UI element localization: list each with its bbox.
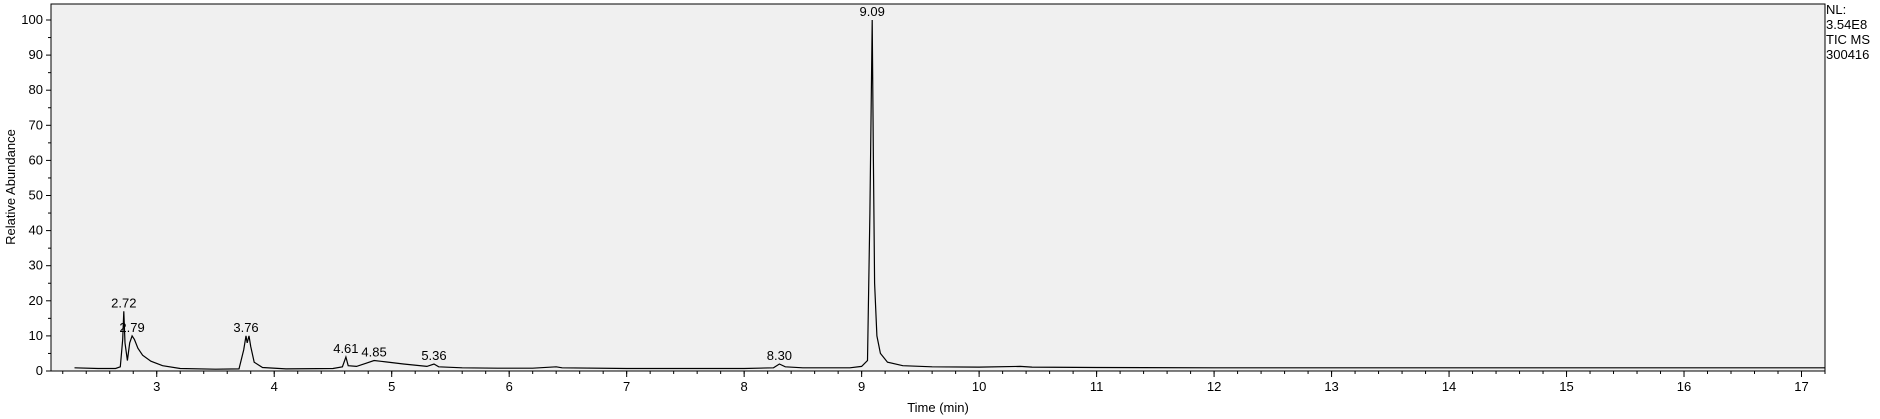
peak-label: 2.72 (111, 295, 136, 310)
series-line-tic (74, 19, 1825, 370)
y-tick-label: 20 (29, 293, 43, 308)
y-tick-label: 60 (29, 152, 43, 167)
x-tick-label: 4 (271, 379, 278, 394)
sample-id: 300416 (1826, 47, 1870, 62)
x-tick-label: 11 (1090, 379, 1104, 394)
info-panel: NL: 3.54E8 TIC MS 300416 (1826, 2, 1870, 62)
trace-type: TIC MS (1826, 32, 1871, 47)
x-tick-label: 14 (1442, 379, 1456, 394)
x-tick-label: 6 (506, 379, 513, 394)
x-tick-label: 17 (1794, 379, 1808, 394)
y-tick-label: 100 (21, 12, 43, 27)
x-tick-label: 3 (153, 379, 160, 394)
x-tick-label: 10 (972, 379, 986, 394)
plot-area (50, 3, 1826, 372)
peak-label: 5.36 (421, 348, 446, 363)
nl-label: NL: (1826, 2, 1847, 17)
y-tick-label: 70 (29, 117, 43, 132)
peak-label: 4.61 (333, 341, 358, 356)
x-tick-label: 5 (388, 379, 395, 394)
peak-label: 4.85 (361, 344, 386, 359)
x-tick-label: 13 (1324, 379, 1338, 394)
peak-label: 3.76 (233, 320, 258, 335)
y-tick-label: 80 (29, 82, 43, 97)
peak-label: 8.30 (767, 348, 792, 363)
x-tick-label: 7 (623, 379, 630, 394)
y-tick-label: 50 (29, 188, 43, 203)
y-tick-label: 0 (36, 363, 43, 378)
y-tick-label: 30 (29, 258, 43, 273)
y-tick-label: 10 (29, 328, 43, 343)
y-tick-label: 90 (29, 47, 43, 62)
x-tick-label: 16 (1677, 379, 1691, 394)
peak-label: 9.09 (860, 4, 885, 19)
y-ticks: 0 10 20 30 40 50 60 70 80 90 100 (21, 12, 51, 378)
y-tick-label: 40 (29, 223, 43, 238)
x-ticks: 3 4 5 6 7 8 9 10 11 12 13 14 15 16 17 (62, 371, 1826, 394)
nl-value: 3.54E8 (1826, 17, 1868, 32)
peak-label: 2.79 (119, 320, 144, 335)
x-axis-title: Time (min) (907, 400, 969, 415)
x-tick-label: 12 (1207, 379, 1221, 394)
peak-labels: 2.72 2.79 3.76 4.61 4.85 5.36 8.30 9.09 (111, 4, 885, 363)
x-tick-label: 9 (858, 379, 865, 394)
y-axis-title: Relative Abundance (3, 129, 18, 245)
x-tick-label: 8 (741, 379, 748, 394)
x-tick-label: 15 (1559, 379, 1573, 394)
